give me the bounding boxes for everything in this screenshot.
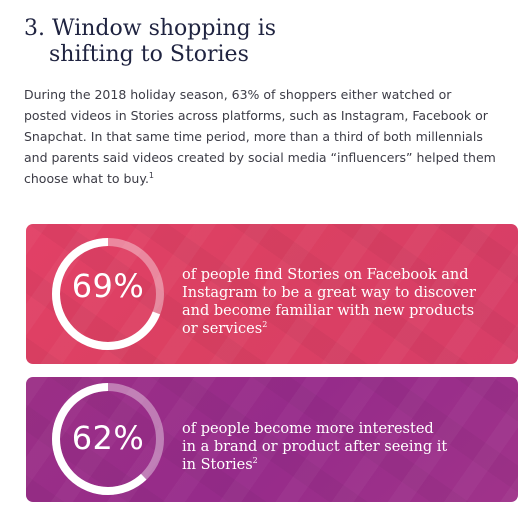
intro-line: choose what to buy.1 (24, 168, 508, 189)
heading-line-1: 3. Window shopping is (24, 16, 276, 42)
intro-line-prefix: and (24, 150, 52, 165)
section-title-line-1: Window shopping is (52, 16, 277, 41)
stat-description-line: of people become more interested (182, 421, 434, 437)
percentage-ring (52, 238, 164, 350)
intro-line: posted videos in Stories across platform… (24, 108, 488, 123)
stat-description-line: in Stories2 (182, 456, 447, 474)
stat-description-text: or services (182, 321, 263, 337)
stat-description: of people become more interested in a br… (182, 420, 447, 474)
footnote-marker: 2 (262, 320, 268, 330)
ring-fill (52, 383, 164, 495)
stat-description-text: in Stories (182, 457, 253, 473)
stat-percentage: 69% (71, 267, 145, 305)
intro-line-rest: parents said videos created by social me… (51, 150, 496, 165)
stat-card-brand-interest: 62% of people become more interested in … (26, 377, 518, 502)
stat-description-line: or services2 (182, 320, 476, 338)
section-number: 3. (24, 16, 45, 41)
stat-description-line: of people find Stories on Facebook and (182, 267, 469, 283)
stat-card-stories-discovery: 69% of people find Stories on Facebook a… (26, 224, 518, 364)
stat-percentage: 62% (71, 419, 145, 457)
intro-line: During the 2018 holiday season, 63% of s… (24, 87, 452, 102)
intro-line: and parents said videos created by socia… (24, 147, 508, 168)
stat-description-line: and become familiar with new products (182, 303, 475, 319)
intro-line: Snapchat. In that same time period, more… (24, 129, 483, 144)
section-heading: 3. Window shopping is shifting to Storie… (24, 16, 276, 68)
section-title-line-2: shifting to Stories (49, 42, 249, 67)
percentage-ring (52, 383, 164, 495)
ring-fill (52, 238, 164, 350)
footnote-marker: 2 (252, 456, 258, 466)
intro-paragraph: During the 2018 holiday season, 63% of s… (24, 84, 508, 189)
intro-line-text: choose what to buy. (24, 171, 149, 186)
stat-description-line: Instagram to be a great way to discover (182, 285, 476, 301)
stat-description-line: in a brand or product after seeing it (182, 439, 448, 455)
footnote-marker: 1 (148, 170, 155, 180)
stat-description: of people find Stories on Facebook and I… (182, 266, 476, 338)
